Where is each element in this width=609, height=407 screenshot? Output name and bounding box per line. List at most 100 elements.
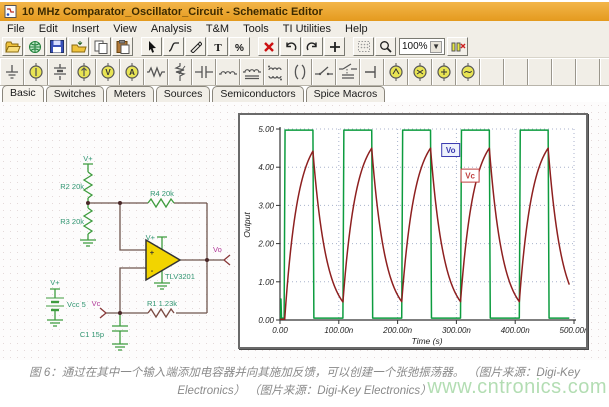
paste-button[interactable] bbox=[112, 37, 133, 56]
chevron-down-icon[interactable]: ▼ bbox=[430, 40, 442, 53]
component-resistor-button[interactable] bbox=[144, 59, 168, 85]
scale-button[interactable]: % bbox=[229, 37, 250, 56]
open-button[interactable] bbox=[2, 37, 23, 56]
vc-legend-box[interactable] bbox=[460, 168, 480, 183]
text-button[interactable]: T bbox=[207, 37, 228, 56]
relay-icon bbox=[339, 63, 357, 79]
schematic-drawing: + - V+ R2 20k R3 20k R4 20k V+ TLV3201 V… bbox=[46, 154, 231, 351]
resistor-r2[interactable] bbox=[82, 171, 94, 199]
delete-icon bbox=[263, 41, 274, 52]
resistor-r4[interactable] bbox=[147, 197, 175, 209]
menu-edit[interactable]: Edit bbox=[38, 22, 58, 35]
ground-icon bbox=[6, 65, 18, 79]
toolbar-separator bbox=[346, 37, 353, 56]
move-icon bbox=[329, 41, 340, 52]
move-button[interactable] bbox=[324, 37, 345, 56]
print-button[interactable] bbox=[68, 37, 89, 56]
resistor-r3[interactable] bbox=[82, 207, 94, 235]
menu-ti-utilities[interactable]: TI Utilities bbox=[282, 22, 332, 35]
opamp-ground[interactable] bbox=[154, 271, 170, 290]
component-voltmeter-button[interactable]: V bbox=[96, 59, 120, 85]
resistor-r1[interactable] bbox=[147, 307, 175, 319]
vc-label: Vc bbox=[92, 299, 101, 308]
potentiometer-icon bbox=[174, 63, 186, 81]
window-title: 10 MHz Comparator_Oscillator_Circuit - S… bbox=[22, 5, 323, 18]
component-switch-button[interactable] bbox=[312, 59, 336, 85]
component-meter-1-button[interactable] bbox=[384, 59, 408, 85]
opamp-vplus-stub[interactable] bbox=[157, 236, 167, 249]
component-meter-3-button[interactable] bbox=[432, 59, 456, 85]
copy-button[interactable] bbox=[90, 37, 111, 56]
vo-output-terminal[interactable] bbox=[223, 254, 231, 266]
diagram-window[interactable]: 0.00 1.00 2.00 3.00 4.00 5.00 0.00 100.00n 200.0… bbox=[238, 113, 588, 349]
x-axis-title: Time (s) bbox=[411, 336, 442, 346]
component-relay-button[interactable] bbox=[336, 59, 360, 85]
vo-legend-box[interactable] bbox=[441, 143, 461, 158]
component-capacitor-button[interactable] bbox=[192, 59, 216, 85]
meter-2-icon bbox=[413, 63, 427, 81]
component-inductor-iron-button[interactable] bbox=[240, 59, 264, 85]
zoom-button[interactable] bbox=[375, 37, 396, 56]
battery-vcc[interactable] bbox=[46, 288, 64, 327]
redo-button[interactable] bbox=[302, 37, 323, 56]
wires[interactable] bbox=[88, 202, 224, 314]
capacitor-icon bbox=[195, 66, 213, 78]
title-bar[interactable]: 10 MHz Comparator_Oscillator_Circuit - S… bbox=[0, 2, 609, 21]
copy-icon bbox=[94, 40, 107, 54]
vc-legend-label: Vc bbox=[465, 172, 475, 181]
component-current-source-button[interactable] bbox=[72, 59, 96, 85]
capacitor-c1[interactable] bbox=[112, 313, 128, 351]
tab-semiconductors[interactable]: Semiconductors bbox=[212, 86, 304, 102]
tab-basic[interactable]: Basic bbox=[2, 85, 44, 102]
tab-sources[interactable]: Sources bbox=[155, 86, 211, 102]
vplus-rail-top[interactable] bbox=[83, 163, 93, 172]
component-transformer-button[interactable] bbox=[288, 59, 312, 85]
opamp-part-label: TLV3201 bbox=[165, 272, 195, 281]
figure-caption: 图 6：通过在其中一个输入端添加电容器并向其施加反馈，可以创建一个张弛振荡器。 … bbox=[0, 360, 609, 407]
tab-spice-macros[interactable]: Spice Macros bbox=[305, 86, 386, 102]
tab-switches[interactable]: Switches bbox=[45, 86, 104, 102]
component-terminal-button[interactable] bbox=[360, 59, 384, 85]
component-voltage-source-button[interactable] bbox=[24, 59, 48, 85]
export-button[interactable] bbox=[24, 37, 45, 56]
opamp-tlv3201[interactable]: + - bbox=[145, 238, 182, 282]
cursor-icon bbox=[148, 41, 156, 53]
component-coupled-coils-button[interactable] bbox=[264, 59, 288, 85]
component-inductor-button[interactable] bbox=[216, 59, 240, 85]
current-source-icon bbox=[77, 63, 91, 81]
menu-help[interactable]: Help bbox=[345, 22, 368, 35]
delete-button[interactable] bbox=[258, 37, 279, 56]
x-tick-label: 400.00n bbox=[501, 326, 530, 335]
wire-button[interactable] bbox=[163, 37, 184, 56]
grid-button[interactable] bbox=[353, 37, 374, 56]
watermark: www.cntronics.com bbox=[427, 376, 607, 398]
vc-input-terminal[interactable] bbox=[99, 307, 107, 319]
toolbar-separator bbox=[134, 37, 141, 56]
menu-t-m[interactable]: T&M bbox=[205, 22, 230, 35]
ground-divider[interactable] bbox=[80, 234, 96, 247]
component-potentiometer-button[interactable] bbox=[168, 59, 192, 85]
undo-button[interactable] bbox=[280, 37, 301, 56]
tab-meters[interactable]: Meters bbox=[105, 86, 154, 102]
cursor-button[interactable] bbox=[141, 37, 162, 56]
interactive-button[interactable] bbox=[447, 37, 468, 56]
menu-tools[interactable]: Tools bbox=[243, 22, 269, 35]
zoom-level-dropdown[interactable]: 100% ▼ bbox=[399, 38, 445, 55]
menu-analysis[interactable]: Analysis bbox=[150, 22, 192, 35]
component-battery-button[interactable] bbox=[48, 59, 72, 85]
pen-button[interactable] bbox=[185, 37, 206, 56]
vplus-label-top: V+ bbox=[83, 154, 93, 163]
junction-dots bbox=[86, 201, 209, 315]
vc-waveform bbox=[280, 147, 571, 320]
menu-file[interactable]: File bbox=[7, 22, 25, 35]
menu-view[interactable]: View bbox=[113, 22, 137, 35]
text-icon: T bbox=[214, 42, 222, 53]
component-meter-2-button[interactable] bbox=[408, 59, 432, 85]
save-button[interactable] bbox=[46, 37, 67, 56]
component-ammeter-button[interactable]: A bbox=[120, 59, 144, 85]
component-meter-4-button[interactable] bbox=[456, 59, 480, 85]
component-ground-button[interactable] bbox=[0, 59, 24, 85]
menu-insert[interactable]: Insert bbox=[71, 22, 100, 35]
